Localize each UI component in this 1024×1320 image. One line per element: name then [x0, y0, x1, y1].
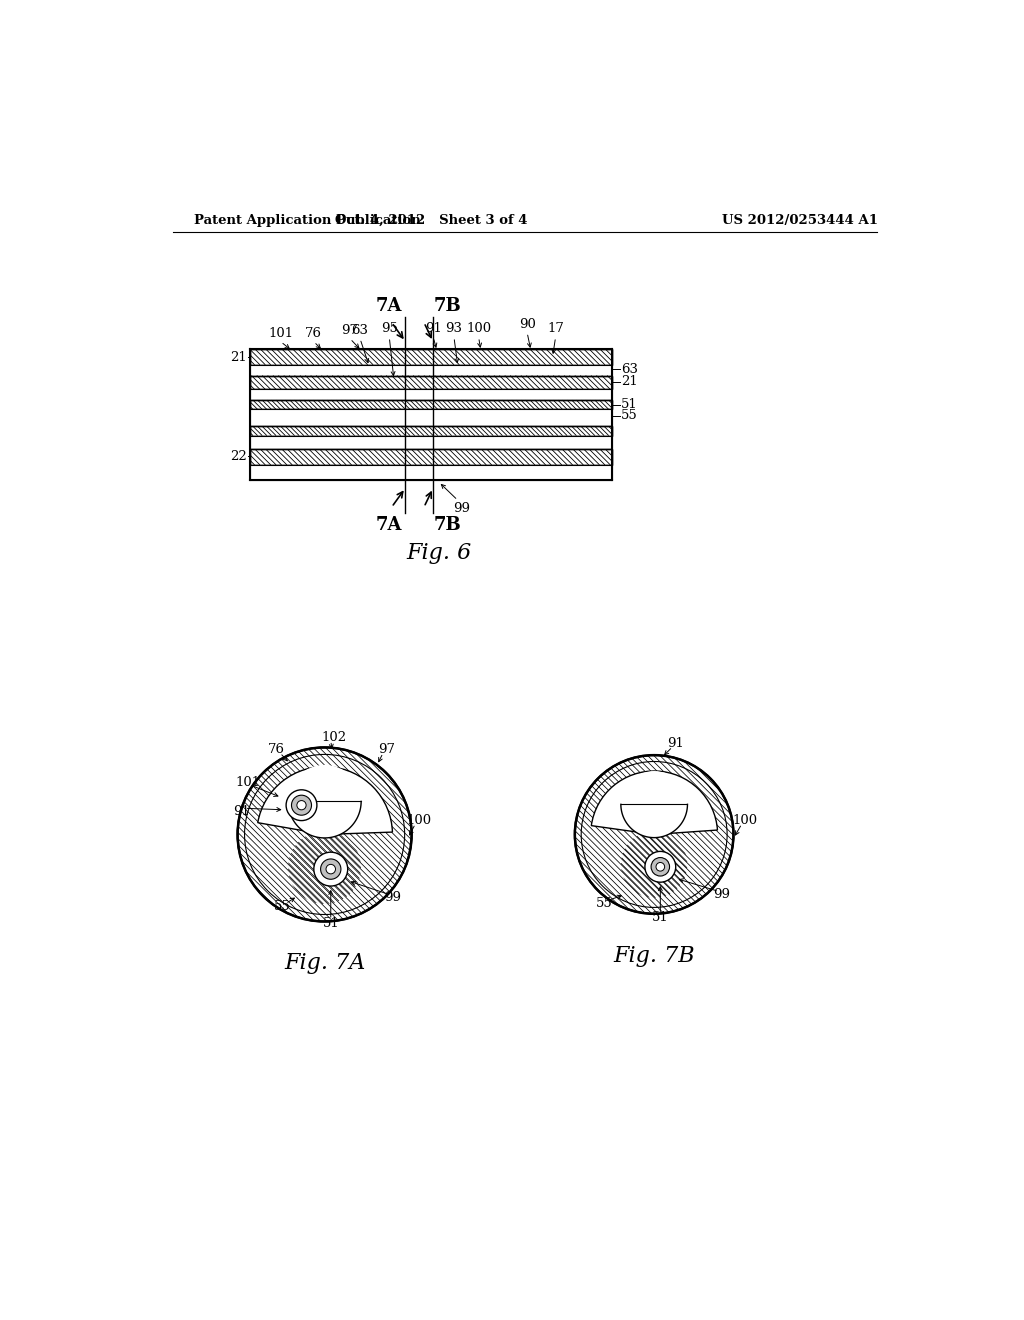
Circle shape	[286, 789, 316, 821]
Text: 97: 97	[342, 323, 358, 337]
Text: 102: 102	[322, 731, 346, 744]
Text: 76: 76	[305, 327, 323, 341]
Text: 21: 21	[621, 375, 638, 388]
Text: 17: 17	[547, 322, 564, 335]
Text: 97: 97	[378, 743, 394, 756]
Bar	[250, 376, 611, 389]
Bar	[250, 409, 611, 426]
Circle shape	[645, 851, 676, 882]
Text: 51: 51	[652, 911, 669, 924]
Text: 21: 21	[230, 351, 247, 363]
Text: 7B: 7B	[433, 297, 461, 315]
Text: Fig. 7A: Fig. 7A	[284, 952, 366, 974]
Circle shape	[292, 795, 311, 816]
Text: 7B: 7B	[433, 516, 461, 533]
Circle shape	[313, 853, 348, 886]
Circle shape	[656, 862, 665, 871]
Text: 100: 100	[406, 814, 431, 828]
Circle shape	[288, 764, 361, 838]
Wedge shape	[591, 771, 718, 834]
Bar	[250, 376, 611, 389]
Circle shape	[574, 755, 733, 913]
Bar	[250, 465, 611, 480]
Bar	[250, 426, 611, 436]
Text: 7A: 7A	[375, 297, 401, 315]
Bar	[250, 389, 611, 400]
Text: 90: 90	[519, 318, 536, 331]
Text: 63: 63	[621, 363, 638, 376]
Wedge shape	[258, 767, 392, 834]
Text: 93: 93	[445, 322, 463, 335]
Circle shape	[621, 771, 687, 838]
Bar	[250, 350, 611, 364]
Text: 55: 55	[621, 409, 638, 422]
Circle shape	[238, 747, 412, 921]
Text: 101: 101	[236, 776, 260, 788]
Text: 63: 63	[351, 323, 369, 337]
Text: 100: 100	[466, 322, 492, 335]
Text: 99: 99	[454, 502, 470, 515]
Text: Fig. 7B: Fig. 7B	[613, 945, 695, 966]
Text: 91: 91	[425, 322, 441, 335]
Text: 7A: 7A	[375, 516, 401, 533]
Text: 22: 22	[230, 450, 247, 463]
Text: 95: 95	[381, 322, 397, 335]
Bar	[250, 449, 611, 465]
Text: US 2012/0253444 A1: US 2012/0253444 A1	[723, 214, 879, 227]
Bar	[250, 364, 611, 376]
Circle shape	[321, 859, 341, 879]
Text: 91: 91	[668, 737, 684, 750]
Bar	[250, 400, 611, 409]
Text: 100: 100	[732, 814, 758, 828]
Text: Oct. 4, 2012   Sheet 3 of 4: Oct. 4, 2012 Sheet 3 of 4	[335, 214, 527, 227]
Text: Patent Application Publication: Patent Application Publication	[194, 214, 421, 227]
Text: 101: 101	[268, 327, 293, 341]
Text: Fig. 6: Fig. 6	[406, 543, 471, 564]
Text: 55: 55	[273, 900, 291, 913]
Text: 91: 91	[233, 805, 250, 818]
Text: 99: 99	[714, 888, 730, 902]
Text: 55: 55	[596, 898, 612, 911]
Text: 51: 51	[323, 916, 339, 929]
Bar	[250, 449, 611, 465]
Text: 51: 51	[621, 399, 638, 412]
Circle shape	[651, 858, 670, 876]
Circle shape	[297, 800, 306, 810]
Bar	[250, 436, 611, 450]
Text: 99: 99	[384, 891, 400, 904]
Bar	[250, 426, 611, 436]
Text: 76: 76	[268, 743, 286, 756]
Bar	[250, 350, 611, 364]
Bar	[250, 400, 611, 409]
Circle shape	[326, 865, 336, 874]
